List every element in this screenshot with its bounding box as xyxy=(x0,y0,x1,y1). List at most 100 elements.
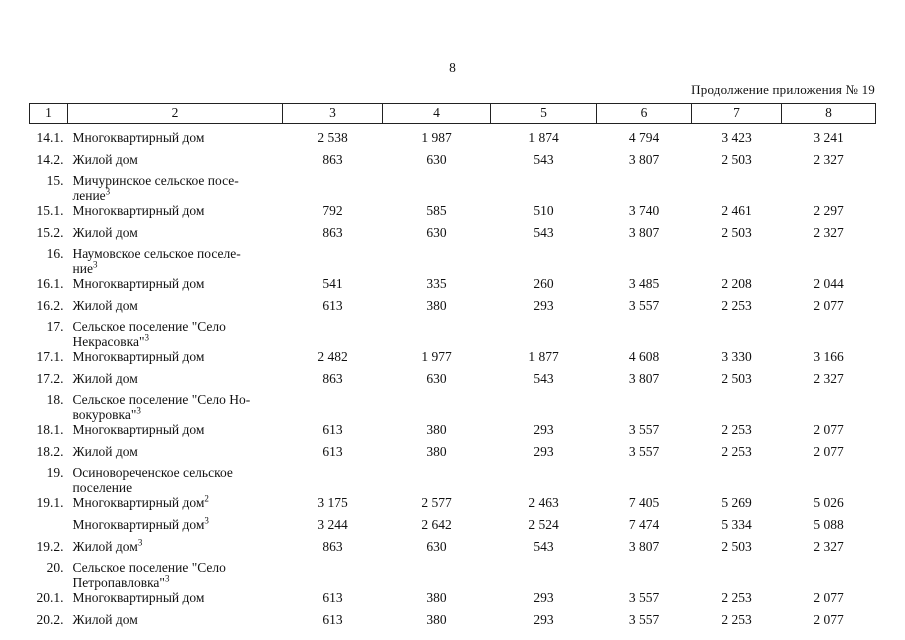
value-cell: 2 327 xyxy=(813,371,844,386)
value-cell: 3 166 xyxy=(813,349,844,364)
row-number: 15.2. xyxy=(36,225,64,240)
value-cell: 3 740 xyxy=(628,203,660,218)
section-heading-row: 15. Мичуринское сельское посе-ление3 xyxy=(30,173,876,203)
value-cell xyxy=(283,561,383,590)
value-cell: 2 524 xyxy=(528,517,559,532)
value-cell: 2 327 xyxy=(813,539,844,554)
value-cell: 380 xyxy=(426,444,447,459)
column-header-2: 2 xyxy=(67,103,283,124)
value-cell: 3 330 xyxy=(721,349,752,364)
value-cell xyxy=(692,466,782,495)
value-cell xyxy=(692,561,782,590)
value-cell xyxy=(383,561,491,590)
continuation-note: Продолжение приложения № 19 xyxy=(691,82,875,97)
value-cell: 543 xyxy=(533,539,554,554)
row-label: Многоквартирный дом xyxy=(72,276,205,291)
row-number: 15.1. xyxy=(36,203,64,218)
value-cell xyxy=(491,561,597,590)
row-number: 16.1. xyxy=(36,276,64,291)
value-cell: 2 482 xyxy=(317,349,348,364)
value-cell xyxy=(782,561,876,590)
value-cell: 585 xyxy=(426,203,447,218)
row-label: Сельское поселение "Село Петропавловка"3 xyxy=(72,560,226,590)
value-cell: 613 xyxy=(322,590,343,605)
column-header-8: 8 xyxy=(781,103,876,124)
value-cell xyxy=(283,174,383,203)
row-label: Многоквартирный дом xyxy=(72,590,205,605)
column-header-1: 1 xyxy=(29,103,68,124)
table-row: Многоквартирный дом3 3 244 2 642 2 524 7 474… xyxy=(30,515,876,539)
value-cell: 5 334 xyxy=(721,517,752,532)
footnote-marker: 3 xyxy=(92,259,98,269)
column-header-5: 5 xyxy=(490,103,597,124)
value-cell xyxy=(692,247,782,276)
value-cell: 630 xyxy=(426,225,447,240)
column-header-3: 3 xyxy=(282,103,383,124)
value-cell: 2 642 xyxy=(421,517,452,532)
row-label: Сельское поселение "Село Но-вокуровка"3 xyxy=(72,392,251,422)
value-cell: 293 xyxy=(533,444,554,459)
value-cell: 2 577 xyxy=(421,495,452,510)
row-label: Многоквартирный дом3 xyxy=(72,515,209,532)
value-cell xyxy=(597,320,692,349)
section-heading-row: 18. Сельское поселение "Село Но-вокуровка… xyxy=(30,392,876,422)
value-cell: 863 xyxy=(322,152,343,167)
footnote-marker: 3 xyxy=(136,405,141,415)
row-number: 16.2. xyxy=(36,298,64,313)
value-cell: 3 807 xyxy=(628,539,660,554)
footnote-marker: 2 xyxy=(204,493,209,504)
row-number: 17.1. xyxy=(36,349,64,364)
value-cell xyxy=(491,174,597,203)
page-number: 8 xyxy=(449,60,456,75)
footnote-marker: 3 xyxy=(137,537,143,548)
row-number: 19.1. xyxy=(36,495,64,510)
value-cell: 7 474 xyxy=(628,517,660,532)
value-cell: 3 557 xyxy=(628,422,660,437)
row-number: 18.1. xyxy=(36,422,64,437)
value-cell: 543 xyxy=(533,225,554,240)
value-cell: 2 253 xyxy=(721,422,752,437)
value-cell: 2 077 xyxy=(813,590,844,605)
footnote-marker: 3 xyxy=(204,515,209,526)
value-cell: 863 xyxy=(322,225,343,240)
value-cell: 3 807 xyxy=(628,152,660,167)
footnote-marker: 3 xyxy=(105,186,111,196)
value-cell: 1 877 xyxy=(528,349,559,364)
value-cell: 2 538 xyxy=(317,130,348,145)
value-cell xyxy=(692,174,782,203)
table-row: 14.2. Жилой дом 863 630 543 3 807 2 503 2 327 xyxy=(30,152,876,174)
table-row: 19.1. Многоквартирный дом2 3 175 2 577 2 463… xyxy=(30,493,876,517)
table-row: 16.2. Жилой дом 613 380 293 3 557 2 253 2 077 xyxy=(30,298,876,320)
row-label: Жилой дом xyxy=(72,298,138,313)
value-cell: 863 xyxy=(322,539,343,554)
value-cell xyxy=(491,320,597,349)
value-cell: 792 xyxy=(322,203,343,218)
column-header-4: 4 xyxy=(382,103,491,124)
value-cell: 2 208 xyxy=(721,276,752,291)
value-cell: 863 xyxy=(322,371,343,386)
value-cell: 2 461 xyxy=(721,203,752,218)
row-label: Многоквартирный дом xyxy=(72,130,205,145)
row-number: 17. xyxy=(46,319,64,334)
value-cell: 2 077 xyxy=(813,444,844,459)
table-row: 14.1. Многоквартирный дом 2 538 1 987 1 874 4… xyxy=(30,130,876,152)
value-cell: 3 423 xyxy=(721,130,752,145)
value-cell: 2 503 xyxy=(721,371,752,386)
table-row: 17.2. Жилой дом 863 630 543 3 807 2 503 2 327 xyxy=(30,371,876,393)
row-number xyxy=(30,517,68,539)
value-cell xyxy=(383,174,491,203)
row-number: 20.1. xyxy=(36,590,64,605)
value-cell: 2 297 xyxy=(813,203,844,218)
row-label: Сельское поселение "Село Некрасовка"3 xyxy=(72,319,226,349)
value-cell xyxy=(491,466,597,495)
value-cell: 7 405 xyxy=(628,495,660,510)
value-cell xyxy=(692,320,782,349)
row-number: 19. xyxy=(46,465,64,480)
value-cell: 335 xyxy=(426,276,447,291)
row-label: Жилой дом xyxy=(72,612,138,627)
value-cell: 3 807 xyxy=(628,371,660,386)
value-cell: 2 253 xyxy=(721,444,752,459)
